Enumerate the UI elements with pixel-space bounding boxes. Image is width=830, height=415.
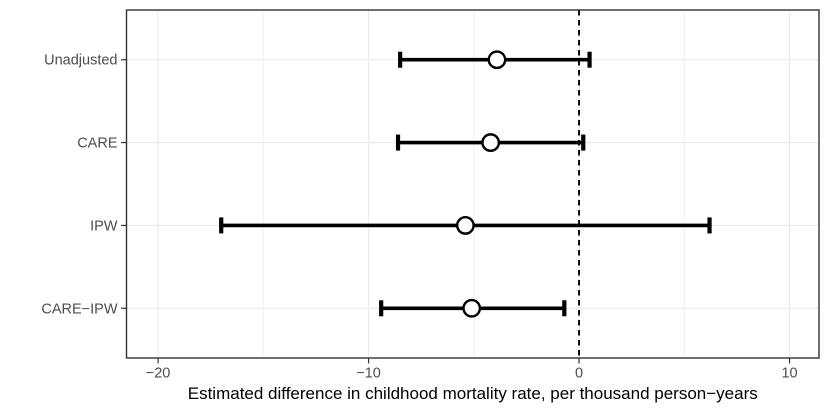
x-axis-tick-label: 0 [575, 366, 583, 382]
x-axis-title: Estimated difference in childhood mortal… [188, 384, 758, 403]
x-axis-tick-label: 10 [781, 366, 797, 382]
point-estimate-marker [481, 133, 501, 152]
y-axis-category-label: CARE [77, 136, 118, 152]
y-axis-category-label: IPW [90, 218, 118, 234]
y-axis-category-label: Unadjusted [44, 53, 117, 69]
point-estimate-marker [462, 298, 482, 318]
point-estimate-marker [455, 216, 475, 235]
point-estimate-marker [487, 50, 507, 70]
panel-border [125, 9, 820, 359]
y-axis-category-label: CARE−IPW [41, 301, 117, 317]
x-axis-tick-label: −10 [356, 366, 381, 382]
x-axis-tick-label: −20 [146, 366, 171, 382]
